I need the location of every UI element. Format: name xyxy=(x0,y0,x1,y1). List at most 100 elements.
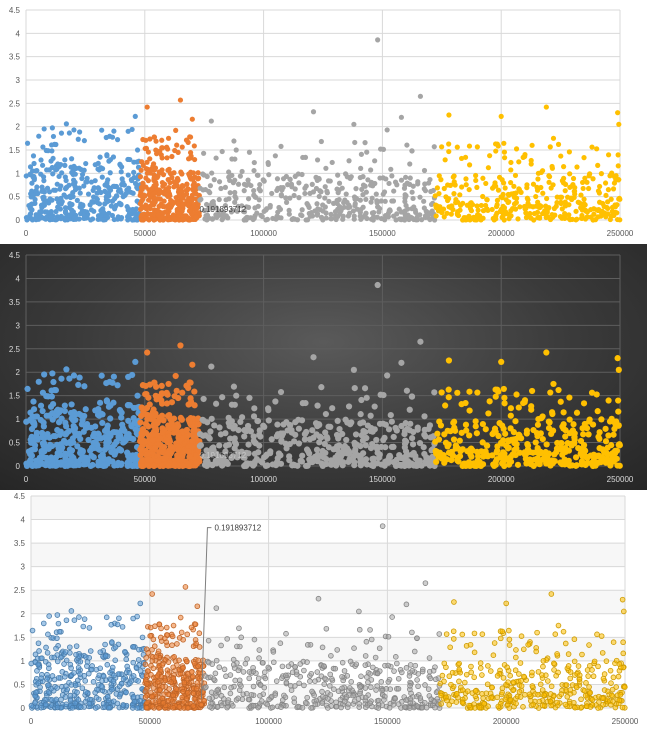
data-point xyxy=(607,462,614,469)
data-point xyxy=(201,207,207,214)
data-point xyxy=(390,198,397,204)
data-point xyxy=(287,682,294,689)
data-point xyxy=(120,676,127,682)
data-point xyxy=(322,675,328,682)
data-point xyxy=(599,650,606,656)
data-point xyxy=(501,140,507,146)
data-point xyxy=(535,416,542,423)
data-point xyxy=(232,189,238,196)
data-point xyxy=(214,687,220,694)
data-point xyxy=(170,415,178,422)
data-point xyxy=(384,127,390,133)
data-point xyxy=(264,206,270,212)
data-point xyxy=(382,217,388,223)
data-point xyxy=(224,636,230,642)
data-point xyxy=(230,656,237,663)
data-point xyxy=(151,134,158,140)
x-tick-label: 50000 xyxy=(134,229,157,238)
data-point xyxy=(198,196,204,202)
data-point xyxy=(437,680,444,687)
data-point xyxy=(277,640,284,646)
data-point xyxy=(513,146,520,152)
data-point xyxy=(159,400,166,407)
data-point xyxy=(306,436,314,443)
data-point xyxy=(368,167,374,173)
data-point xyxy=(562,640,569,647)
data-point xyxy=(357,690,363,697)
data-point xyxy=(572,454,580,461)
data-point xyxy=(165,462,172,469)
data-point xyxy=(332,209,339,215)
data-point xyxy=(241,433,248,440)
data-point xyxy=(105,177,111,183)
data-point xyxy=(162,677,169,684)
data-point xyxy=(144,349,151,356)
data-point xyxy=(202,216,208,222)
data-point xyxy=(615,366,622,373)
data-point xyxy=(239,203,245,209)
data-point xyxy=(157,189,163,196)
data-point xyxy=(210,676,217,682)
data-point xyxy=(451,179,457,185)
data-point xyxy=(392,695,398,702)
data-point xyxy=(28,202,34,208)
data-point xyxy=(125,451,132,459)
data-point xyxy=(152,199,158,205)
data-point xyxy=(230,180,236,186)
data-point xyxy=(299,207,305,213)
data-point xyxy=(291,192,297,199)
data-point xyxy=(98,683,105,689)
x-tick-label: 200000 xyxy=(493,717,520,726)
data-point xyxy=(186,418,193,425)
data-point xyxy=(554,651,560,657)
data-point xyxy=(615,408,622,415)
data-point xyxy=(425,425,432,432)
data-point xyxy=(539,672,545,678)
data-point xyxy=(589,421,597,428)
data-point xyxy=(548,457,556,464)
data-point xyxy=(582,202,588,208)
data-point xyxy=(92,178,98,184)
data-point xyxy=(498,113,504,119)
data-point xyxy=(540,702,546,709)
data-point xyxy=(415,671,422,677)
data-point xyxy=(50,213,56,219)
data-point xyxy=(241,427,248,434)
data-point xyxy=(49,370,56,377)
data-point xyxy=(181,699,187,705)
data-point xyxy=(290,215,296,222)
data-point xyxy=(265,407,272,414)
data-point xyxy=(414,426,421,433)
data-point xyxy=(70,209,76,215)
data-point xyxy=(587,171,593,177)
data-point xyxy=(41,178,47,184)
data-point xyxy=(558,440,565,447)
data-point xyxy=(179,462,186,470)
data-point xyxy=(54,426,61,434)
data-point xyxy=(63,177,69,184)
data-point xyxy=(185,705,191,711)
data-point xyxy=(23,215,30,221)
data-point xyxy=(370,217,376,223)
data-point xyxy=(107,415,114,422)
data-point xyxy=(71,429,79,436)
data-point xyxy=(43,644,49,651)
data-point xyxy=(223,673,229,680)
y-tick-label: 0.5 xyxy=(9,193,21,202)
data-point xyxy=(29,168,36,174)
x-tick-label: 100000 xyxy=(250,475,277,484)
data-point xyxy=(386,180,392,187)
data-point xyxy=(164,391,171,398)
data-point xyxy=(286,457,293,464)
data-point xyxy=(155,679,161,685)
data-point xyxy=(441,185,447,192)
data-point xyxy=(339,673,345,680)
data-point xyxy=(280,421,287,428)
data-point xyxy=(353,186,359,192)
data-point xyxy=(538,184,544,191)
data-point xyxy=(462,154,469,160)
data-point xyxy=(144,170,150,176)
data-point xyxy=(346,456,353,463)
data-point xyxy=(342,197,348,203)
data-point xyxy=(183,427,190,434)
